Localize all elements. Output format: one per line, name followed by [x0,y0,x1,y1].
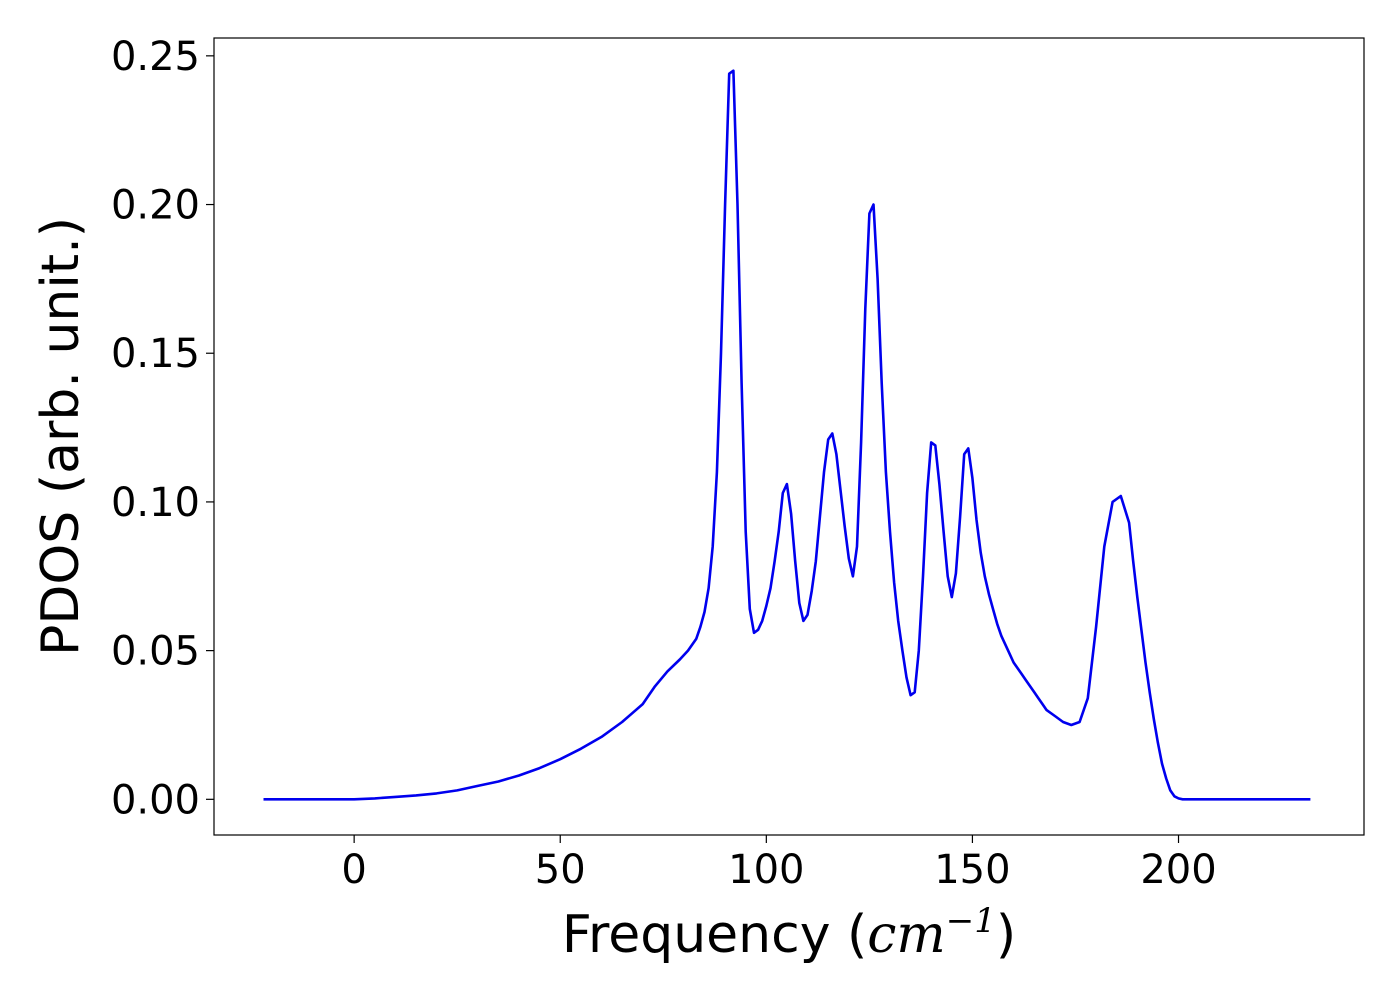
y-tick-label: 0.15 [111,331,200,377]
series-layer [263,69,1311,801]
x-axis-label-prefix: Frequency ( [562,905,867,965]
x-axis-label-exponent: −1 [946,901,996,941]
x-tick-label: 0 [341,847,366,893]
pdos-series-line [263,69,1311,801]
y-tick-label: 0.05 [111,629,200,675]
x-axis-ticks: 0 50 100 150 200 [341,835,1217,893]
x-tick-label: 200 [1140,847,1216,893]
x-tick-label: 150 [934,847,1010,893]
x-axis-label: Frequency (cm−1) [562,901,1016,965]
x-axis-label-unit: cm [867,905,945,965]
y-tick-label: 0.25 [111,34,200,80]
x-tick-label: 100 [728,847,804,893]
y-tick-label: 0.10 [111,480,200,526]
y-tick-label: 0.20 [111,183,200,229]
plot-frame [213,37,1365,836]
y-axis-label: PDOS (arb. unit.) [31,217,91,656]
x-tick-label: 50 [535,847,586,893]
y-tick-label: 0.00 [111,777,200,823]
y-axis-ticks: 0.00 0.05 0.10 0.15 0.20 0.25 [111,34,214,823]
x-axis-label-suffix: ) [996,905,1016,965]
